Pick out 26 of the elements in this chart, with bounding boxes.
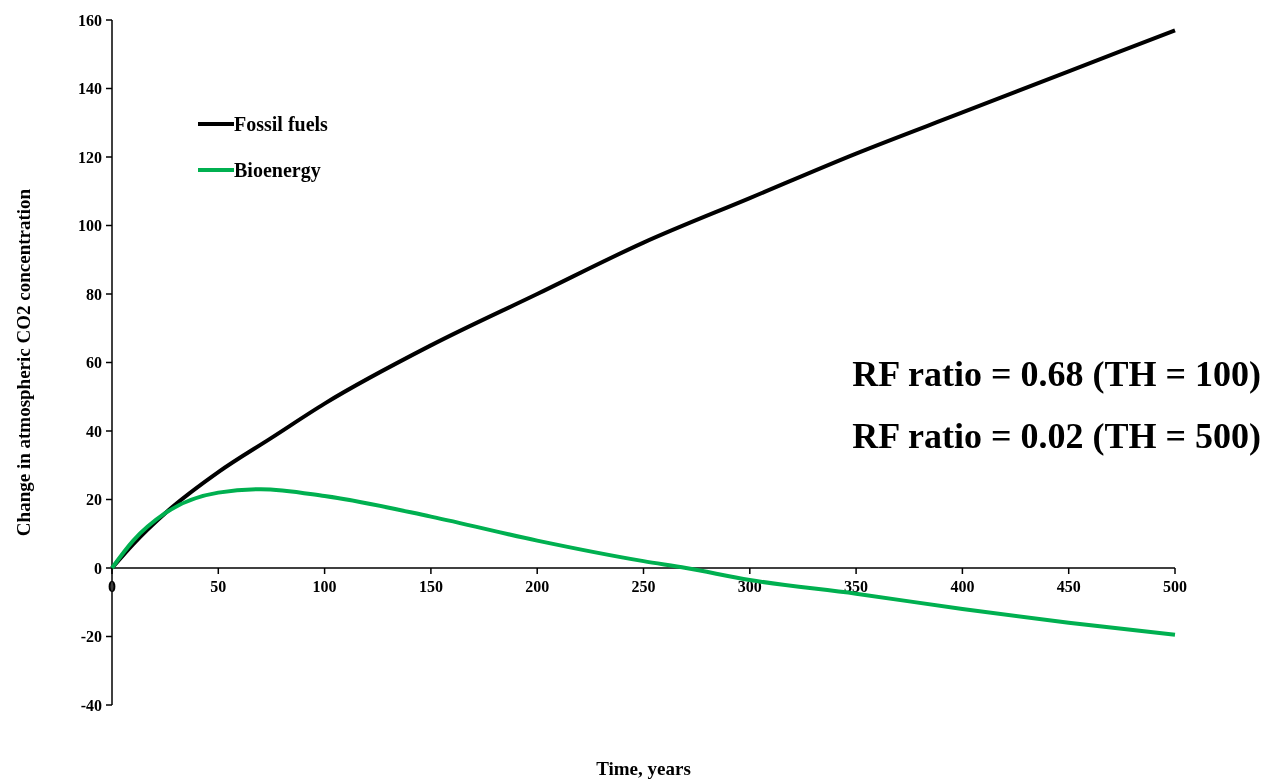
legend-label: Fossil fuels: [234, 113, 329, 135]
y-tick-label: 160: [78, 11, 102, 29]
y-tick-label: 120: [78, 148, 102, 166]
x-tick-label: 400: [950, 578, 975, 595]
x-tick-label: 450: [1056, 578, 1081, 595]
y-tick-label: 140: [78, 80, 102, 98]
y-tick-label: 100: [78, 217, 102, 235]
y-tick-label: 60: [86, 354, 102, 372]
y-tick-label: 0: [94, 559, 102, 577]
y-tick-label: -20: [80, 628, 102, 646]
x-tick-label: 500: [1163, 578, 1187, 595]
y-tick-label: 40: [86, 422, 102, 440]
x-tick-label: 150: [418, 578, 443, 595]
x-tick-label: 200: [525, 578, 550, 595]
annotation: RF ratio = 0.68 (TH = 100): [852, 353, 1261, 394]
legend-label: Bioenergy: [234, 159, 321, 182]
y-tick-label: 20: [86, 491, 102, 509]
y-axis-title: Change in atmospheric CO2 concentration: [13, 188, 34, 537]
annotation: RF ratio = 0.02 (TH = 500): [852, 415, 1261, 456]
x-tick-label: 250: [631, 578, 656, 595]
x-tick-label: 50: [210, 578, 227, 595]
x-tick-label: 100: [312, 578, 337, 595]
y-tick-label: -40: [80, 696, 102, 714]
x-tick-label: 350: [844, 578, 869, 595]
x-axis-title: Time, years: [596, 758, 691, 779]
y-tick-label: 80: [86, 285, 102, 303]
